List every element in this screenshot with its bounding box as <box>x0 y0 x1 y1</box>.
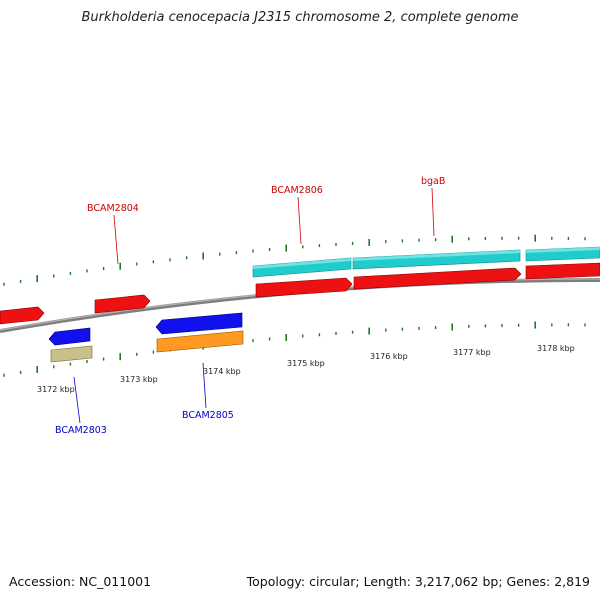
kbp-scale-labels: 3172 kbp 3173 kbp 3174 kbp 3175 kbp 3176… <box>37 344 575 394</box>
kbp-label-3174: 3174 kbp <box>203 367 241 376</box>
reverse-cds-bcam2805[interactable] <box>155 312 243 335</box>
forward-region-1-shine <box>253 258 351 269</box>
kbp-label-3177: 3177 kbp <box>453 348 491 357</box>
genome-stats-text: Topology: circular; Length: 3,217,062 bp… <box>246 574 590 589</box>
forward-gene-labels: BCAM2804 BCAM2806 bgaB <box>87 176 445 265</box>
reverse-feature-track <box>50 330 244 363</box>
leader-line-bcam2805 <box>202 362 207 409</box>
reverse-feature-khaki[interactable] <box>50 345 93 363</box>
accession-text: Accession: NC_011001 <box>9 574 152 589</box>
reverse-feature-orange[interactable] <box>156 330 244 353</box>
forward-cds-track <box>0 262 600 325</box>
gene-label-bcam2806[interactable]: BCAM2806 <box>271 185 323 196</box>
kbp-label-3176: 3176 kbp <box>370 352 408 361</box>
reverse-cds-bcam2803[interactable] <box>48 327 91 346</box>
outer-tick-row <box>3 234 586 286</box>
kbp-label-3175: 3175 kbp <box>287 359 325 368</box>
forward-cds-right[interactable] <box>525 262 600 280</box>
forward-cds-bgab[interactable] <box>353 267 522 290</box>
gene-label-bcam2805[interactable]: BCAM2805 <box>182 410 234 421</box>
forward-region-track <box>252 246 600 278</box>
leader-line-bcam2804 <box>113 214 119 265</box>
forward-region-3-shine <box>526 247 600 253</box>
gene-label-bcam2804[interactable]: BCAM2804 <box>87 203 139 214</box>
gene-label-bcam2803[interactable]: BCAM2803 <box>55 425 107 436</box>
leader-line-bgab <box>431 187 435 237</box>
forward-cds-left[interactable] <box>0 306 45 325</box>
kbp-label-3172: 3172 kbp <box>37 385 75 394</box>
forward-cds-bcam2806[interactable] <box>255 277 353 298</box>
gene-label-bgab[interactable]: bgaB <box>421 176 445 187</box>
leader-line-bcam2806 <box>297 196 302 245</box>
reverse-cds-track <box>48 312 243 346</box>
leader-line-bcam2803 <box>73 376 81 424</box>
reverse-gene-labels: BCAM2803 BCAM2805 <box>55 362 234 436</box>
forward-cds-bcam2804[interactable] <box>94 294 151 314</box>
kbp-label-3173: 3173 kbp <box>120 375 158 384</box>
map-title: Burkholderia cenocepacia J2315 chromosom… <box>81 10 519 25</box>
forward-region-2-shine <box>353 250 520 261</box>
kbp-label-3178: 3178 kbp <box>537 344 575 353</box>
